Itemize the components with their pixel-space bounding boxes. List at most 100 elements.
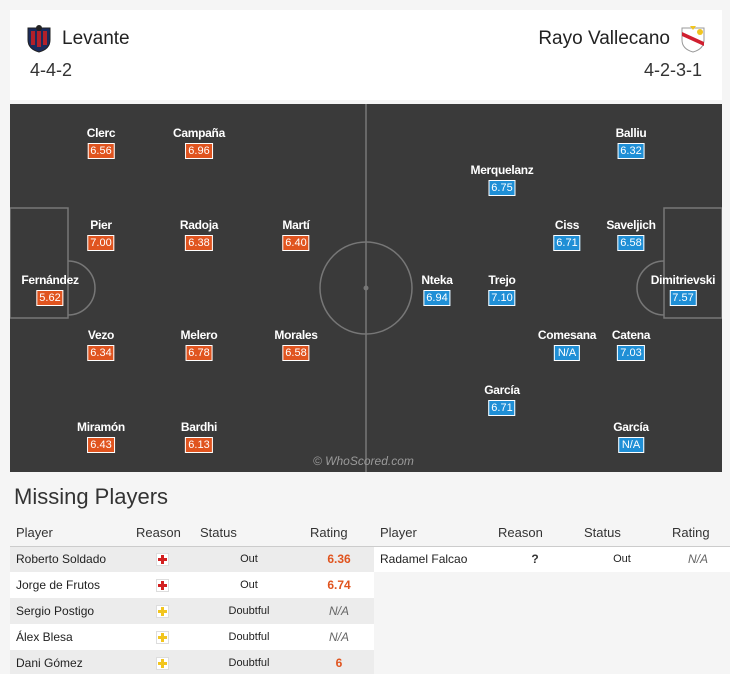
home-player[interactable]: Pier 7.00	[87, 218, 115, 251]
player-name: Dimitrievski	[650, 273, 716, 287]
away-player[interactable]: Ciss 6.71	[553, 218, 581, 251]
injury-red-icon[interactable]	[155, 553, 169, 567]
away-player[interactable]: Trejo 7.10	[488, 273, 516, 306]
home-team-name[interactable]: Levante	[62, 28, 130, 49]
player-rating: 6.38	[185, 235, 213, 251]
player-name: Fernández	[21, 273, 79, 287]
injury-yellow-icon[interactable]	[155, 605, 169, 619]
home-player[interactable]: Campaña 6.96	[173, 126, 225, 159]
player-name: Trejo	[488, 273, 516, 287]
missing-status: Out	[194, 546, 304, 572]
injury-yellow-icon[interactable]	[155, 631, 169, 645]
missing-rating: 6	[335, 656, 343, 670]
missing-player-name[interactable]: Álex Blesa	[10, 624, 130, 650]
missing-rating: 6.36	[327, 552, 351, 567]
table-row: Sergio Postigo Doubtful N/A	[10, 598, 374, 624]
missing-rating: N/A	[328, 630, 349, 644]
missing-player-name[interactable]: Sergio Postigo	[10, 598, 130, 624]
missing-rating: N/A	[687, 552, 708, 567]
missing-status: Doubtful	[194, 624, 304, 650]
home-player[interactable]: Miramón 6.43	[77, 420, 125, 453]
player-rating: 6.58	[282, 345, 310, 361]
player-rating: 5.62	[36, 290, 64, 306]
player-name: García	[484, 383, 520, 397]
missing-player-name[interactable]: Roberto Soldado	[10, 546, 130, 572]
missing-status: Doubtful	[194, 650, 304, 674]
pitch-lines	[10, 104, 722, 472]
away-player[interactable]: Dimitrievski 7.57	[650, 273, 716, 306]
player-name: Vezo	[87, 328, 115, 342]
column-player: Player	[10, 520, 130, 547]
missing-status: Doubtful	[194, 598, 304, 624]
column-reason: Reason	[130, 520, 194, 547]
player-rating: 6.43	[87, 437, 115, 453]
player-rating: 6.75	[488, 180, 516, 196]
levante-crest-icon	[27, 25, 51, 53]
table-row: Álex Blesa Doubtful N/A	[10, 624, 374, 650]
column-rating: Rating	[666, 520, 730, 547]
home-player[interactable]: Vezo 6.34	[87, 328, 115, 361]
column-player: Player	[374, 520, 492, 547]
away-formation: 4-2-3-1	[643, 60, 702, 80]
player-rating: 6.94	[423, 290, 451, 306]
home-player[interactable]: Fernández 5.62	[21, 273, 79, 306]
away-team-name[interactable]: Rayo Vallecano	[538, 28, 670, 49]
player-rating: 7.00	[87, 235, 115, 251]
player-rating: N/A	[553, 345, 580, 361]
column-reason: Reason	[492, 520, 578, 547]
away-player[interactable]: Merquelanz 6.75	[470, 163, 534, 196]
missing-player-name[interactable]: Radamel Falcao	[374, 546, 492, 572]
player-name: Merquelanz	[470, 163, 534, 177]
home-player[interactable]: Martí 6.40	[282, 218, 310, 251]
player-rating: 6.32	[617, 143, 645, 159]
player-rating: 6.71	[553, 235, 581, 251]
player-rating: 7.03	[617, 345, 645, 361]
column-status: Status	[194, 520, 304, 547]
player-name: Miramón	[77, 420, 125, 434]
player-rating: 6.40	[282, 235, 310, 251]
away-team[interactable]: Rayo Vallecano	[538, 24, 708, 54]
missing-players-title: Missing Players	[14, 484, 169, 509]
rayo-vallecano-crest-icon	[681, 26, 705, 53]
away-player[interactable]: Comesana N/A	[538, 328, 596, 361]
home-player[interactable]: Morales 6.58	[274, 328, 318, 361]
table-row: Jorge de Frutos Out 6.74	[10, 572, 374, 598]
player-name: Catena	[611, 328, 651, 342]
home-team[interactable]: Levante	[24, 24, 130, 54]
player-name: García	[613, 420, 649, 434]
player-name: Saveljich	[606, 218, 656, 232]
player-name: Nteka	[421, 273, 453, 287]
injury-red-icon[interactable]	[155, 579, 169, 593]
player-name: Campaña	[173, 126, 225, 140]
home-player[interactable]: Clerc 6.56	[87, 126, 116, 159]
missing-player-name[interactable]: Dani Gómez	[10, 650, 130, 674]
missing-player-name[interactable]: Jorge de Frutos	[10, 572, 130, 598]
table-row: Dani Gómez Doubtful 6	[10, 650, 374, 674]
away-player[interactable]: Nteka 6.94	[421, 273, 453, 306]
away-player[interactable]: Catena 7.03	[612, 328, 650, 361]
player-name: Radoja	[179, 218, 219, 232]
player-rating: 6.56	[87, 143, 115, 159]
away-player[interactable]: Balliu 6.32	[616, 126, 647, 159]
home-player[interactable]: Bardhi 6.13	[181, 420, 217, 453]
injury-yellow-icon[interactable]	[155, 657, 169, 671]
player-name: Melero	[180, 328, 218, 342]
player-name: Morales	[274, 328, 318, 342]
away-player[interactable]: García N/A	[613, 420, 649, 453]
player-name: Balliu	[615, 126, 647, 140]
watermark: © WhoScored.com	[313, 454, 414, 468]
unknown-reason-icon[interactable]: ?	[531, 552, 539, 567]
player-name: Ciss	[554, 218, 580, 232]
player-name: Bardhi	[180, 420, 218, 434]
away-player[interactable]: Saveljich 6.58	[606, 218, 656, 251]
table-row: Roberto Soldado Out 6.36	[10, 546, 374, 572]
away-player[interactable]: García 6.71	[484, 383, 520, 416]
missing-status: Out	[194, 572, 304, 598]
player-name: Martí	[282, 218, 310, 232]
table-row: Radamel Falcao ? Out N/A	[374, 546, 730, 572]
pitch: Clerc 6.56 Campaña 6.96 Pier 7.00 Radoja…	[10, 104, 722, 472]
player-rating: 7.10	[488, 290, 516, 306]
player-rating: 6.13	[185, 437, 213, 453]
home-player[interactable]: Melero 6.78	[181, 328, 218, 361]
home-player[interactable]: Radoja 6.38	[180, 218, 218, 251]
